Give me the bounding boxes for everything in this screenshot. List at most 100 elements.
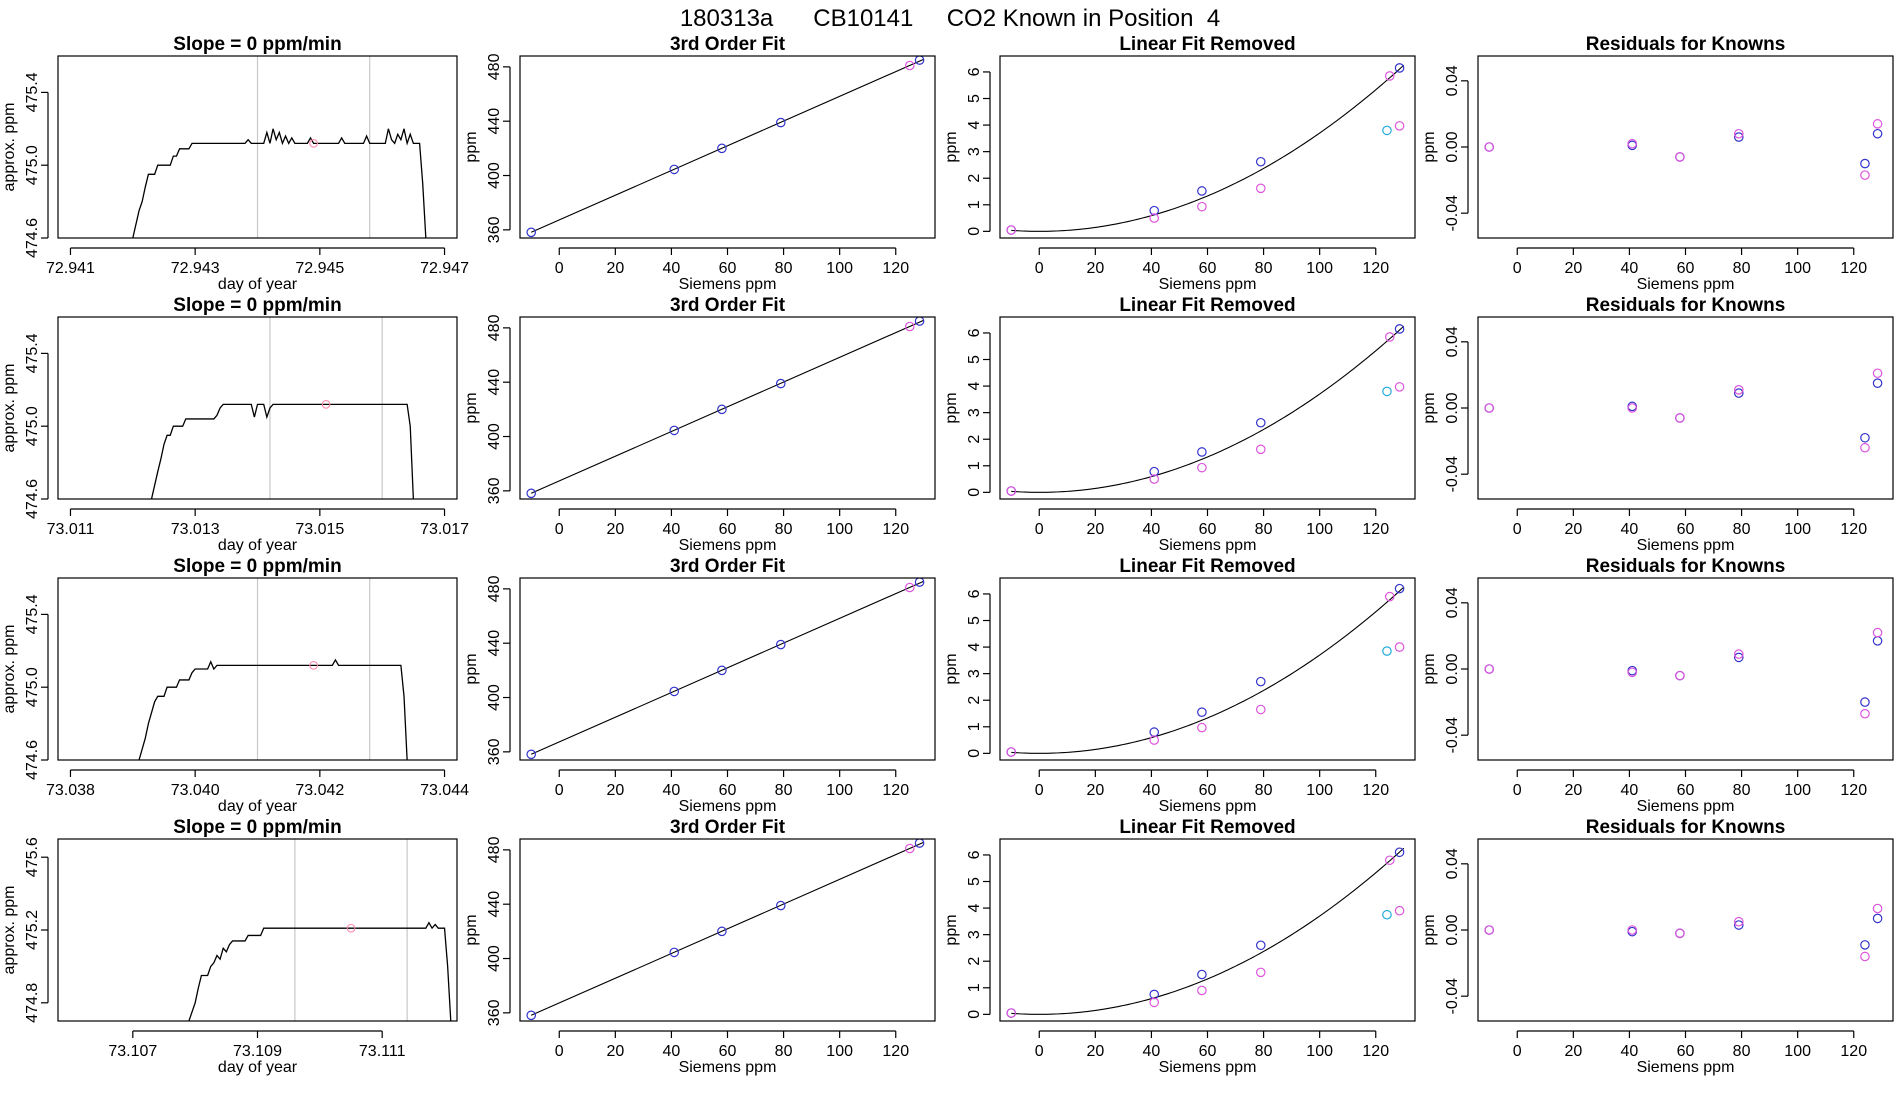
data-point [1394,121,1405,131]
data-point [526,488,537,499]
x-axis-label: Siemens ppm [1159,1059,1257,1076]
y-tick-label: 475.6 [24,837,41,877]
x-tick-label: 73.017 [420,521,469,538]
x-axis-label: day of year [218,537,298,554]
data-point [1733,649,1744,659]
y-tick-label: 3 [966,669,983,678]
data-point [1675,413,1685,423]
data-point [904,321,915,332]
x-tick-label: 60 [1677,1043,1695,1060]
x-tick-label: 73.038 [46,782,95,799]
fit-line [530,319,925,494]
x-tick-label: 100 [1784,521,1811,538]
panel-r2-fit: 3rd Order Fit 0 20 40 60 80 100 120 Siemens ppm 3… [463,295,936,554]
x-tick-label: 40 [1621,1043,1639,1060]
x-axis-label: day of year [218,276,298,293]
data-point [1149,727,1160,737]
x-tick-label: 100 [826,260,853,277]
x-tick-label: 20 [606,1043,624,1060]
x-tick-label: 20 [606,260,624,277]
y-tick-label: 474.8 [24,983,41,1023]
data-point [904,843,915,854]
x-tick-label: 20 [1086,521,1104,538]
x-tick-label: 73.109 [233,1043,282,1060]
y-axis-label: approx. ppm [1,886,18,975]
x-tick-label: 20 [606,521,624,538]
y-tick-label: -0.04 [1444,456,1461,493]
data-point [1255,704,1266,715]
data-point [1860,158,1870,169]
data-point [1255,417,1266,428]
y-tick-label: 5 [966,877,983,886]
data-point [1484,403,1495,413]
x-tick-label: 100 [1306,1043,1333,1060]
data-point [1197,201,1207,212]
y-tick-label: 440 [486,891,503,918]
y-tick-label: 0 [966,749,983,758]
x-tick-label: 100 [1306,521,1333,538]
y-tick-label: 0.00 [1444,914,1461,945]
x-tick-label: 72.945 [295,260,344,277]
x-tick-label: 60 [1199,782,1217,799]
data-point [904,582,915,593]
data-point [1484,142,1495,152]
panel-title: Residuals for Knowns [1586,556,1786,577]
y-tick-label: 400 [486,162,503,189]
data-point [1627,925,1638,935]
x-tick-label: 80 [1733,1043,1751,1060]
data-point [1149,735,1160,745]
x-tick-label: 120 [882,1043,909,1060]
plot-area [1006,324,1405,496]
data-point [1872,627,1883,638]
y-tick-label: 1 [966,722,983,731]
data-point [914,839,925,848]
data-point [775,900,786,911]
x-tick-label: 73.107 [108,1043,157,1060]
plot-frame [999,316,1416,500]
x-axis-label: Siemens ppm [1637,1059,1735,1076]
x-tick-label: 40 [663,521,681,538]
data-point [1149,205,1160,216]
x-axis-label: day of year [218,1059,298,1076]
data-point [1384,71,1395,81]
data-point [526,227,537,238]
x-tick-label: 60 [1677,782,1695,799]
data-point [1860,170,1870,180]
x-tick-label: 80 [1733,782,1751,799]
panel-title: Slope = 0 ppm/min [173,817,341,838]
x-tick-label: 40 [1143,521,1161,538]
x-tick-label: 80 [775,260,793,277]
panel-title: 3rd Order Fit [670,556,786,577]
plot-frame [999,55,1416,239]
x-tick-label: 73.042 [295,782,344,799]
plot-area [1006,847,1405,1018]
x-tick-label: 0 [555,260,564,277]
fit-line [530,58,925,233]
panel-title: Linear Fit Removed [1119,556,1295,577]
y-tick-label: 0.00 [1444,653,1461,684]
y-axis-label: approx. ppm [1,625,18,714]
y-tick-label: 0.04 [1444,326,1461,357]
x-tick-label: 73.044 [420,782,469,799]
plot-area [132,56,427,238]
x-tick-label: 0 [555,782,564,799]
plot-area [526,839,925,1021]
data-point [1197,447,1207,457]
panel-r3-slope: Slope = 0 ppm/min 73.038 73.040 73.042 73.04… [1,556,469,815]
x-tick-label: 60 [1677,260,1695,277]
x-tick-label: 40 [663,260,681,277]
y-tick-label: -0.04 [1444,978,1461,1015]
data-point [1872,903,1883,914]
y-tick-label: 360 [486,999,503,1026]
figure-title: 180313a CB10141 CO2 Known in Position 4 [680,5,1220,32]
x-tick-label: 20 [1564,782,1582,799]
panel-r4-fit: 3rd Order Fit 0 20 40 60 80 100 120 Siemens ppm 3… [463,817,936,1076]
x-tick-label: 40 [1621,521,1639,538]
x-tick-label: 73.015 [295,521,344,538]
panel-r2-slope: Slope = 0 ppm/min 73.011 73.013 73.015 73.01… [1,295,469,554]
x-axis-label: day of year [218,798,298,815]
data-point [914,578,925,587]
y-tick-label: 0.04 [1444,587,1461,618]
data-point [1675,928,1685,939]
panel-r4-slope: Slope = 0 ppm/min 73.107 73.109 73.111 day o… [1,817,458,1076]
